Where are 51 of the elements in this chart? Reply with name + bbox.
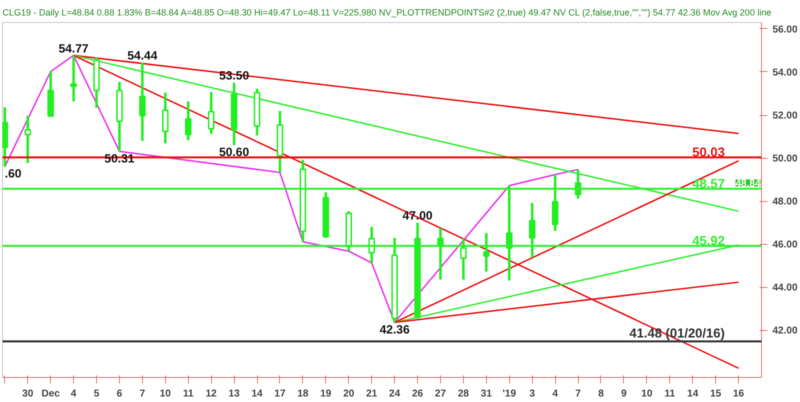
- x-tick-label: 7: [140, 388, 146, 400]
- x-tick-label: 20: [343, 388, 355, 400]
- x-tick-label: 13: [228, 388, 240, 400]
- x-tick-label: 5: [94, 388, 100, 400]
- x-tick-label: '19: [502, 388, 516, 400]
- x-tick-label: 12: [206, 388, 218, 400]
- x-tick-label: 4: [552, 388, 558, 400]
- x-tick-label: 28: [458, 388, 470, 400]
- x-tick-label: 11: [664, 388, 676, 400]
- x-tick-label: 31: [480, 388, 492, 400]
- y-tick-label: 50.00: [772, 154, 798, 165]
- annotation: .60: [4, 166, 22, 181]
- annotation: 54.44: [127, 48, 158, 63]
- x-tick-label: 21: [366, 388, 378, 400]
- ref-line-label: 45.92: [692, 232, 725, 248]
- x-tick-label: 6: [116, 388, 123, 400]
- ref-line-label: 50.03: [692, 144, 725, 160]
- x-tick-label: 14: [687, 388, 699, 400]
- x-tick-label: 4: [70, 388, 77, 400]
- x-tick-label: 7: [575, 388, 582, 400]
- x-tick-label: 27: [434, 388, 446, 400]
- y-tick-label: 44.00: [772, 282, 798, 294]
- annotation: 54.77: [58, 41, 89, 56]
- ref-line-label: 41.48 (01/20/16): [629, 325, 725, 340]
- x-tick-label: 10: [641, 388, 653, 400]
- annotation: 42.36: [380, 322, 410, 336]
- chart-title: CLG19 - Daily L=48.84 0.88 1.83% B=48.84 A=48.85 O=48.30 Hi=49.47 Lo=48.11 V=225,980 NV_PLOTTRENDPOINTS#2 (2,true) 49.47 NV CL (2,false,true,"","") 54.77 42.36 Mov Avg 200 line: [2, 8, 772, 18]
- x-tick-label: 3: [529, 388, 536, 400]
- x-tick-label: 26: [412, 388, 424, 400]
- y-tick-label: 46.00: [772, 240, 798, 251]
- x-tick-label: 18: [297, 388, 309, 400]
- x-tick-label: 10: [160, 388, 172, 400]
- x-tick-label: Dec: [41, 388, 60, 400]
- x-tick-label: 15: [710, 388, 722, 400]
- annotation: 48.84: [735, 178, 761, 190]
- y-tick-label: 42.00: [772, 326, 798, 337]
- ref-line-label: 48.57: [692, 176, 725, 191]
- y-tick-label: 54.00: [772, 67, 798, 78]
- x-tick-label: 11: [182, 388, 194, 400]
- x-tick-label: 17: [274, 388, 286, 400]
- x-tick-label: 9: [621, 388, 628, 400]
- x-tick-label: 8: [598, 388, 604, 400]
- x-tick-label: 14: [251, 388, 264, 400]
- y-tick-label: 56.00: [772, 24, 798, 36]
- x-tick-label: 24: [389, 388, 401, 400]
- x-tick-label: 16: [733, 388, 745, 400]
- y-tick-label: 48.00: [772, 196, 798, 208]
- annotation: 50.60: [219, 145, 250, 160]
- x-tick-label: 19: [320, 388, 332, 400]
- x-tick-label: 30: [22, 388, 34, 400]
- y-tick-label: 52.00: [772, 110, 798, 122]
